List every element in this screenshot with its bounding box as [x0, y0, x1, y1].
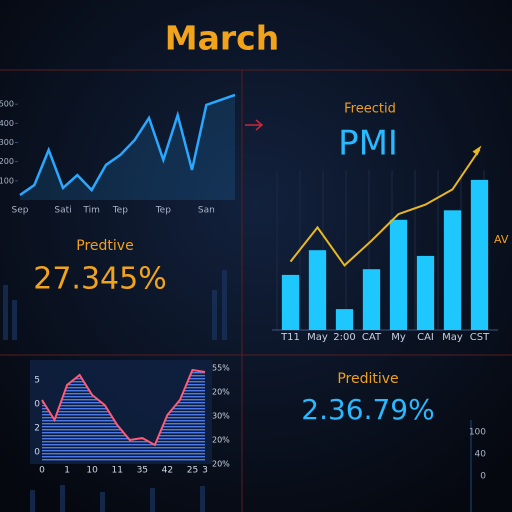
annotation: AV: [494, 233, 509, 246]
x-tick-label: 35: [137, 466, 148, 476]
x-tick-label: Sep: [12, 206, 29, 216]
x-tick-label: Tim: [82, 206, 100, 216]
x-tick-label: May: [307, 332, 328, 343]
area-fill: [42, 370, 205, 462]
x-tick-label: T11: [280, 332, 300, 343]
bar: [443, 210, 462, 330]
y-label: 20%: [212, 388, 230, 397]
x-tick-label: 2:00: [333, 332, 355, 343]
x-tick-label: 10: [86, 466, 98, 476]
x-tick-label: My: [391, 332, 406, 343]
kpi-label: Predtive: [76, 238, 133, 254]
panel-dividers: [0, 69, 512, 512]
y-tick-label: 300: [0, 138, 14, 147]
bar: [389, 219, 408, 330]
line: [289, 148, 481, 267]
arrow: [245, 119, 264, 131]
decor-bars: [3, 270, 472, 512]
x-tick-label: 11: [112, 466, 123, 476]
bar: [335, 309, 354, 330]
y-label: 20%: [212, 460, 230, 469]
bar: [470, 179, 489, 330]
chart-subtitle: Freectid: [344, 102, 396, 117]
x-tick-label: 3: [202, 466, 208, 476]
y-label: 2: [34, 424, 40, 434]
title: March: [165, 19, 279, 58]
x-tick-label: San: [198, 206, 215, 216]
y-label: 5: [34, 376, 40, 386]
x-tick-label: 1: [64, 466, 70, 476]
bar: [308, 250, 327, 330]
x-tick-label: CST: [470, 332, 490, 343]
chart-title: PMI: [338, 124, 398, 164]
y-tick-label: 500: [0, 100, 14, 109]
x-tick-label: CAT: [362, 332, 382, 343]
line: [19, 93, 236, 197]
y-label: 30%: [212, 412, 230, 421]
x-tick-label: Tep: [112, 206, 129, 216]
side-label: 0: [480, 472, 486, 482]
kpi-label: Preditive: [337, 371, 398, 387]
x-tick-label: 42: [162, 466, 173, 476]
x-tick-label: 25: [187, 466, 198, 476]
arrow-head: [472, 145, 482, 156]
kpi-value: 2.36.79%: [301, 393, 434, 426]
bar: [281, 274, 300, 330]
y-label: 0: [34, 448, 40, 458]
bar: [362, 269, 381, 330]
y-label: 20%: [212, 436, 230, 445]
x-tick-label: Tep: [155, 206, 172, 216]
x-tick-label: May: [442, 332, 463, 343]
kpi-value: 27.345%: [33, 262, 166, 297]
side-label: 100: [469, 428, 486, 438]
y-tick-label: 100: [0, 176, 14, 185]
y-tick-label: 400: [0, 119, 14, 128]
y-tick-label: 200: [0, 157, 14, 166]
line: [41, 368, 206, 447]
bar: [416, 255, 435, 330]
x-tick-label: Sati: [54, 206, 71, 216]
y-label: 55%: [212, 364, 230, 373]
x-tick-label: CAI: [417, 332, 434, 343]
side-label: 40: [475, 450, 487, 460]
y-label: 0: [34, 400, 40, 410]
x-tick-label: 0: [39, 466, 45, 476]
